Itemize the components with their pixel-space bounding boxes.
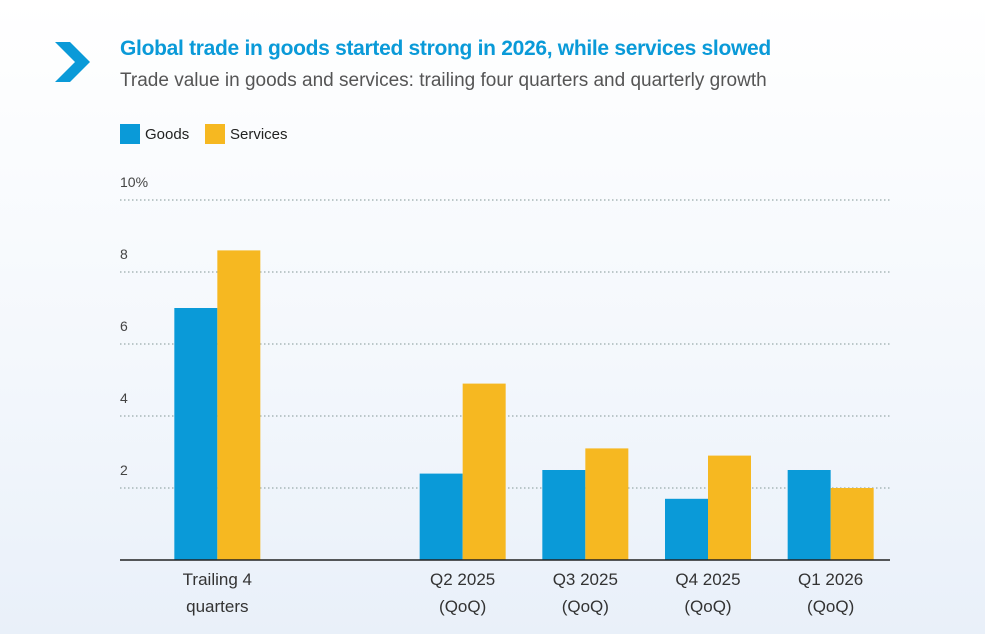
chevron-icon: [55, 42, 90, 82]
legend-item: Goods: [120, 124, 189, 144]
y-tick-label: 8: [120, 246, 128, 262]
legend-swatch: [120, 124, 140, 144]
bar: [708, 455, 751, 560]
bar: [419, 473, 463, 560]
bar: [665, 498, 708, 560]
x-tick-label: Q4 2025 (QoQ): [675, 570, 741, 616]
y-tick-label: 4: [120, 390, 128, 406]
y-tick-label: 6: [120, 318, 128, 334]
legend-label: Services: [230, 125, 288, 143]
chart-title: Global trade in goods started strong in …: [120, 37, 771, 60]
legend-swatch: [205, 124, 225, 144]
y-tick-label: 10%: [120, 174, 148, 190]
bar: [217, 250, 261, 560]
bar: [830, 488, 874, 560]
bar: [542, 470, 586, 560]
x-tick-label: Q1 2026 (QoQ): [798, 570, 864, 616]
bar: [787, 470, 831, 560]
chart-subtitle: Trade value in goods and services: trail…: [120, 70, 767, 91]
bar: [585, 448, 629, 560]
bar: [174, 308, 218, 560]
legend-item: Services: [205, 124, 288, 144]
y-tick-label: 2: [120, 462, 128, 478]
x-tick-label: Q2 2025 (QoQ): [430, 570, 496, 616]
x-tick-label: Trailing 4 quarters: [182, 570, 252, 616]
x-tick-label: Q3 2025 (QoQ): [552, 570, 618, 616]
bar: [462, 383, 506, 560]
legend-label: Goods: [145, 125, 190, 143]
